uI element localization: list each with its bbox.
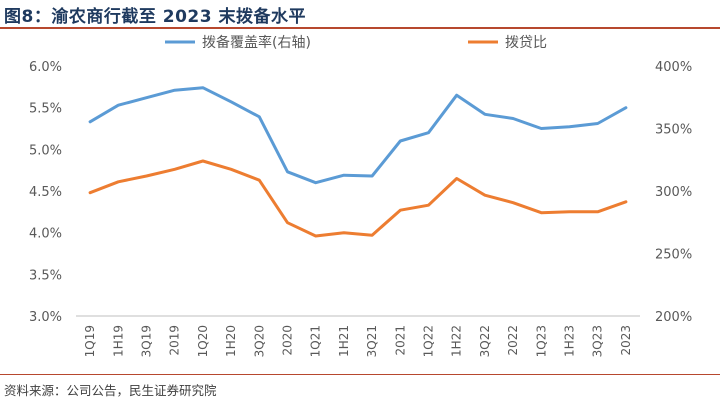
- source-rule: [0, 374, 720, 375]
- x-tick-label: 3Q20: [252, 325, 266, 357]
- y-left-tick-label: 3.5%: [29, 268, 62, 283]
- y-left-tick-label: 4.5%: [29, 185, 62, 200]
- y-right-tick-label: 250%: [655, 248, 692, 263]
- y-right-tick-label: 400%: [655, 60, 692, 75]
- legend-label: 拨备覆盖率(右轴): [202, 34, 311, 51]
- x-tick-label: 2020: [281, 325, 295, 356]
- x-tick-label: 2021: [393, 325, 407, 356]
- x-tick-label: 3Q21: [365, 325, 379, 357]
- legend: 拨备覆盖率(右轴) 拨贷比: [165, 34, 547, 51]
- x-tick-label: 1H19: [111, 325, 125, 357]
- y-left-tick-label: 4.0%: [29, 227, 62, 242]
- x-tick-label: 1Q19: [83, 325, 97, 357]
- plot-area: [88, 86, 628, 238]
- y-right-tick-label: 350%: [655, 123, 692, 138]
- y-right-tick-label: 300%: [655, 185, 692, 200]
- x-tick-label: 2022: [506, 325, 520, 356]
- y-left-tick-label: 5.0%: [29, 143, 62, 158]
- series-line-coverage: [88, 86, 628, 185]
- legend-label: 拨贷比: [505, 35, 547, 51]
- x-tick-label: 3Q22: [478, 325, 492, 357]
- x-tick-label: 1H21: [337, 325, 351, 357]
- figure-title: 图8：渝农商行截至 2023 末拨备水平: [4, 7, 306, 27]
- x-tick-label: 1Q21: [309, 325, 323, 357]
- x-tick-label: 1H22: [450, 325, 464, 357]
- x-tick-label: 3Q23: [591, 325, 605, 357]
- y-left-tick-label: 5.5%: [29, 102, 62, 117]
- y-left-tick-label: 6.0%: [29, 60, 62, 75]
- x-tick-label: 2019: [168, 325, 182, 356]
- y-right-tick-label: 200%: [655, 310, 692, 325]
- source-note: 资料来源：公司公告，民生证券研究院: [4, 383, 217, 398]
- x-tick-label: 2023: [619, 325, 633, 356]
- series-line-loan-ratio: [88, 159, 628, 238]
- x-tick-label: 1H20: [224, 325, 238, 357]
- title-rule: [0, 27, 720, 29]
- x-tick-label: 1Q22: [422, 325, 436, 357]
- x-tick-label: 3Q19: [140, 325, 154, 357]
- y-left-tick-label: 3.0%: [29, 310, 62, 325]
- x-tick-label: 1Q23: [534, 325, 548, 357]
- axes: 3.0% 3.5% 4.0% 4.5% 5.0% 5.5% 6.0% 200% 250% 300%…: [29, 60, 692, 357]
- x-tick-label: 1Q20: [196, 325, 210, 357]
- x-tick-label: 1H23: [563, 325, 577, 357]
